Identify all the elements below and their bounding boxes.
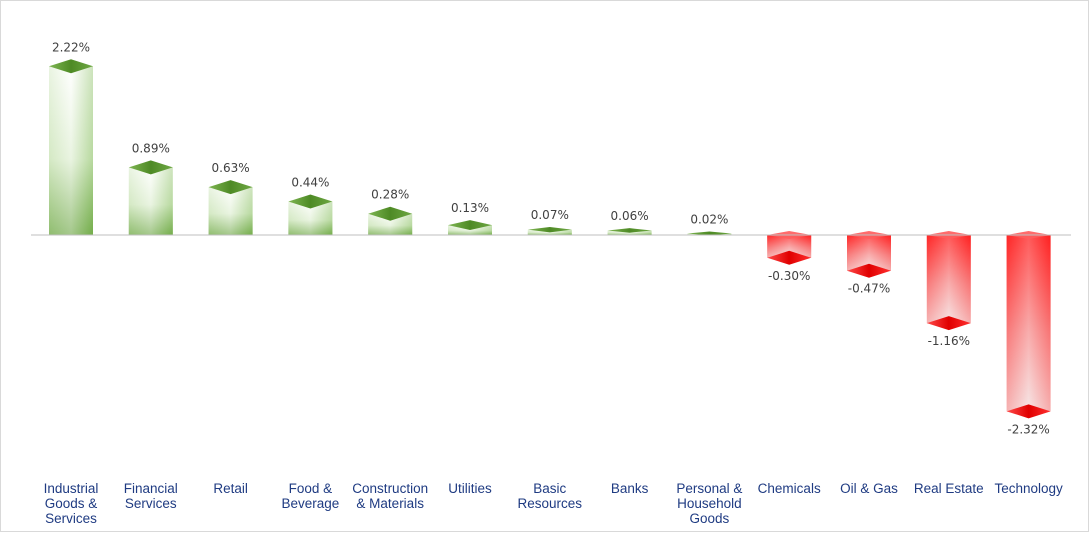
bar-2 [128, 160, 173, 235]
value-label: 0.06% [611, 209, 649, 223]
value-label: 0.07% [531, 208, 569, 222]
bars-layer [49, 59, 1051, 419]
category-label: Real Estate [914, 481, 984, 496]
bar-cap [288, 194, 333, 209]
category-label-line: Retail [213, 481, 248, 496]
category-label-line: Goods [690, 511, 730, 526]
bar-7 [527, 227, 572, 235]
bar-6 [448, 220, 492, 235]
value-label: 0.02% [690, 212, 728, 226]
category-label: Chemicals [758, 481, 821, 496]
category-label-line: Technology [994, 481, 1063, 496]
bar-10 [767, 231, 812, 265]
category-label-line: & Materials [356, 496, 424, 511]
category-label: Personal & Household Goods [676, 481, 742, 526]
value-label: -0.47% [848, 282, 890, 296]
category-label-line: Personal & [676, 481, 742, 496]
category-label-line: Goods & [45, 496, 98, 511]
category-label-line: Chemicals [758, 481, 821, 496]
value-label: 0.28% [371, 188, 409, 202]
bar-cap [527, 227, 572, 233]
bar-sheen [767, 235, 812, 258]
bar-9 [687, 231, 732, 236]
value-label: -0.30% [768, 269, 810, 283]
value-label: 0.44% [291, 176, 329, 190]
category-label-line: Oil & Gas [840, 481, 898, 496]
category-label-line: Construction [352, 481, 428, 496]
category-label: Food & Beverage [282, 481, 340, 511]
category-label-line: Resources [518, 496, 583, 511]
bar-12 [926, 231, 971, 331]
bar-13 [1006, 231, 1051, 419]
bar-cap [767, 250, 812, 265]
value-label: -1.16% [928, 334, 970, 348]
category-label-line: Utilities [448, 481, 492, 496]
bar-cap [368, 206, 413, 221]
value-label: 0.13% [451, 201, 489, 215]
bar-sheen [368, 213, 413, 235]
category-label: Utilities [448, 481, 492, 496]
bar-cap [448, 220, 492, 231]
category-label-line: Real Estate [914, 481, 984, 496]
bar-sheen [128, 167, 173, 235]
bar-sheen [1006, 235, 1051, 412]
value-labels-layer: 2.22% 0.89% 0.63% 0.44% 0.28% 0.13% 0.07% 0.06%… [52, 40, 1050, 436]
bar-5 [368, 206, 413, 235]
bar-sheen [49, 66, 93, 235]
category-label: Construction & Materials [352, 481, 428, 511]
bar-1 [49, 59, 93, 235]
category-label: Basic Resources [518, 481, 583, 511]
category-label-line: Banks [611, 481, 649, 496]
category-label-line: Financial [124, 481, 178, 496]
bar-cap [208, 180, 253, 195]
value-label: 2.22% [52, 40, 90, 54]
bar-sheen [208, 187, 253, 235]
category-label-line: Services [125, 496, 177, 511]
value-label: -2.32% [1007, 422, 1049, 436]
bar-4 [288, 194, 333, 235]
category-label: Financial Services [124, 481, 178, 511]
bar-11 [847, 231, 891, 278]
category-label-line: Industrial [44, 481, 99, 496]
category-label: Industrial Goods & Services [44, 481, 99, 526]
value-label: 0.89% [132, 141, 170, 155]
bar-cap [1006, 404, 1051, 419]
bar-cap [607, 228, 652, 233]
bar-cap [687, 231, 732, 236]
category-label: Technology [994, 481, 1063, 496]
category-label-line: Basic [533, 481, 566, 496]
bar-cap [847, 263, 891, 278]
category-label-line: Beverage [282, 496, 340, 511]
bar-cap [128, 160, 173, 175]
category-label: Oil & Gas [840, 481, 898, 496]
category-label: Retail [213, 481, 248, 496]
bar-3 [208, 180, 253, 235]
category-label: Banks [611, 481, 649, 496]
bar-cap [49, 59, 93, 74]
category-label-line: Services [45, 511, 97, 526]
bar-cap [926, 316, 971, 331]
bar-sheen [926, 235, 971, 324]
category-label-line: Household [677, 496, 742, 511]
category-label-line: Food & [289, 481, 333, 496]
bar-8 [607, 228, 652, 235]
value-label: 0.63% [212, 161, 250, 175]
